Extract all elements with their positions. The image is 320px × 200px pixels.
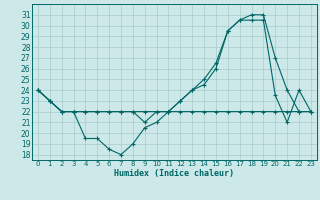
X-axis label: Humidex (Indice chaleur): Humidex (Indice chaleur) (115, 169, 234, 178)
